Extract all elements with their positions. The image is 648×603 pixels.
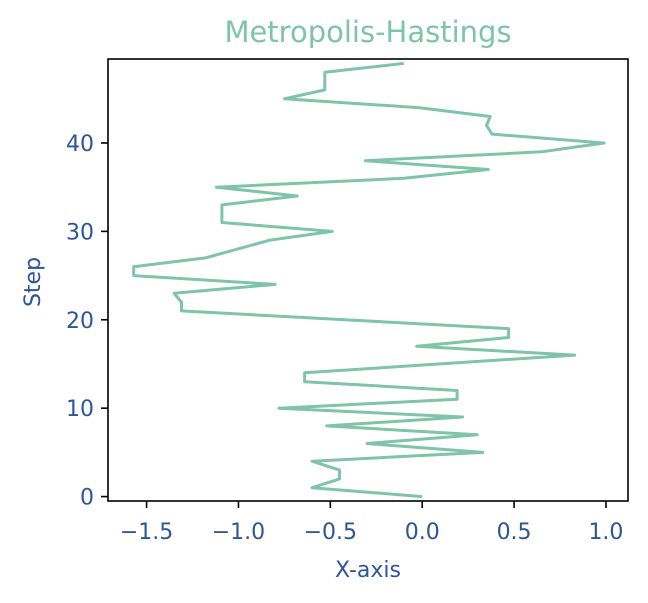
y-tick-label: 0 bbox=[80, 486, 94, 511]
y-tick-label: 40 bbox=[66, 132, 94, 157]
y-tick-label: 20 bbox=[66, 309, 94, 334]
y-axis-label: Step bbox=[21, 257, 46, 307]
x-axis: −1.5 −1.0 −0.5 0.0 0.5 1.0 bbox=[120, 501, 623, 545]
plot-area bbox=[132, 61, 606, 499]
y-axis: 0 10 20 30 40 bbox=[66, 132, 108, 511]
x-tick-label: −1.5 bbox=[120, 520, 173, 545]
x-tick-label: 1.0 bbox=[588, 520, 623, 545]
x-tick-label: 0.0 bbox=[405, 520, 440, 545]
y-tick-label: 10 bbox=[66, 397, 94, 422]
y-tick-label: 30 bbox=[66, 220, 94, 245]
x-tick-label: 0.5 bbox=[497, 520, 532, 545]
chart-title: Metropolis-Hastings bbox=[224, 15, 511, 49]
x-axis-label: X-axis bbox=[335, 558, 401, 583]
x-tick-label: −1.0 bbox=[212, 520, 265, 545]
series-line-0 bbox=[132, 61, 606, 499]
plot-frame bbox=[107, 58, 629, 502]
x-tick-label: −0.5 bbox=[304, 520, 357, 545]
